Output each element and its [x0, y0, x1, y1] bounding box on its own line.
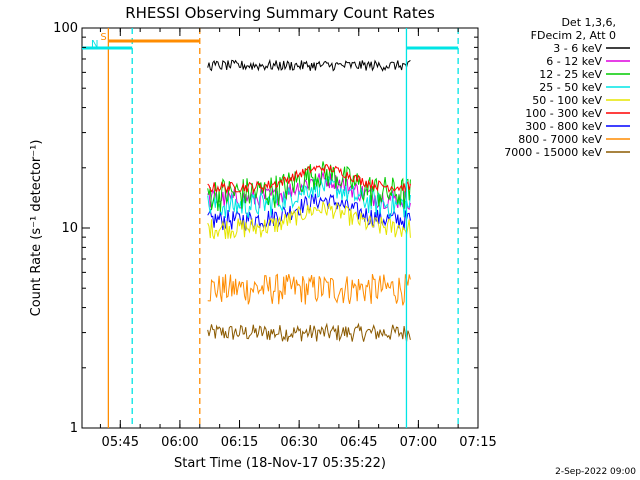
y-tick-label: 100: [53, 21, 78, 36]
x-tick-label: 07:00: [400, 435, 437, 450]
chart-title: RHESSI Observing Summary Count Rates: [125, 4, 435, 22]
series-layer: [207, 58, 411, 343]
x-tick-label: 06:30: [280, 435, 317, 450]
x-axis-label: Start Time (18-Nov-17 05:35:22): [174, 456, 386, 471]
legend-label: 50 - 100 keV: [532, 94, 602, 107]
series-trace-2: [207, 161, 411, 212]
night-interval-label: N: [91, 39, 98, 50]
legend-label: 25 - 50 keV: [539, 81, 602, 94]
y-axis-label: Count Rate (s⁻¹ detector⁻¹): [29, 140, 44, 317]
x-tick-label: 05:45: [102, 435, 139, 450]
legend-label: 6 - 12 keV: [546, 55, 602, 68]
x-tick-label: 06:45: [340, 435, 377, 450]
x-tick-label: 06:00: [161, 435, 198, 450]
y-tick-label: 10: [61, 221, 78, 236]
series-trace-7: [207, 273, 411, 306]
series-trace-5: [207, 164, 411, 194]
legend-label: 3 - 6 keV: [553, 42, 602, 55]
axis-layer: 1 10 100 05:45 06:00 06:15 06:30 06:45 07:00 07:1…: [53, 21, 497, 450]
series-trace-8: [207, 322, 411, 343]
y-tick-label: 1: [70, 421, 78, 436]
legend-header-line-2: FDecim 2, Att 0: [531, 29, 616, 42]
legend-header-line-1: Det 1,3,6,: [561, 16, 616, 29]
series-trace-4: [207, 201, 411, 240]
series-trace-0: [207, 58, 411, 72]
plot-frame: [81, 27, 479, 429]
x-tick-label: 06:15: [221, 435, 258, 450]
saa-interval-label: S: [100, 32, 106, 43]
x-tick-label: 07:15: [459, 435, 496, 450]
date-stamp: 2-Sep-2022 09:00: [555, 467, 636, 477]
legend-label: 100 - 300 keV: [525, 107, 602, 120]
legend-label: 300 - 800 keV: [525, 120, 602, 133]
legend-label: 12 - 25 keV: [539, 68, 602, 81]
legend-label: 7000 - 15000 keV: [504, 146, 602, 159]
marker-lines-layer: SN: [82, 28, 459, 428]
series-trace-3: [207, 175, 411, 219]
legend-label: 800 - 7000 keV: [518, 133, 602, 146]
